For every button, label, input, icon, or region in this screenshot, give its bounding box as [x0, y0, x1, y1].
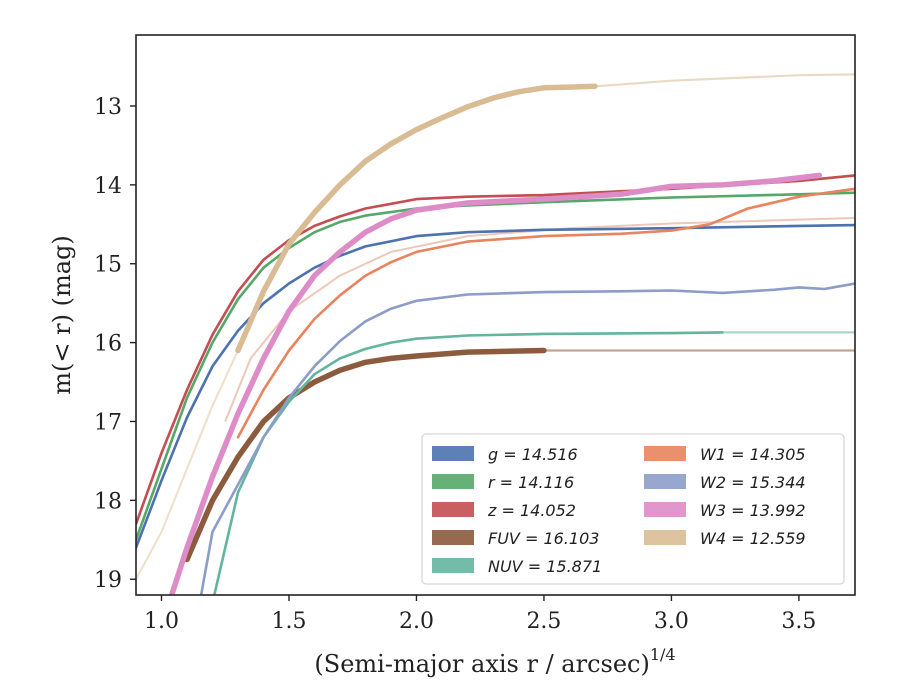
legend-item-g-label: g = 14.516: [488, 445, 578, 464]
series-r: [136, 191, 855, 542]
legend-item-w4-label: W4 = 12.559: [700, 529, 806, 548]
legend-item-w1-label: W1 = 14.305: [700, 445, 806, 464]
plot-frame: [135, 34, 856, 596]
legend-item-w3-swatch: [644, 502, 686, 517]
legend-box: [421, 433, 845, 585]
series-w2: [199, 282, 855, 595]
legend-item-w3: W3 = 13.992: [644, 501, 806, 520]
legend-item-z-swatch: [432, 502, 474, 517]
legend: g = 14.516 r = 14.116 z = 14.052 FUV = 16.1…: [421, 433, 845, 585]
legend-item-w1-swatch: [644, 446, 686, 461]
x-tick-label: 1.5: [271, 609, 306, 634]
series-w1: [236, 187, 855, 439]
extended-curve-1: [136, 350, 239, 580]
x-tick-label: 2.5: [526, 609, 561, 634]
x-axis-label-exponent: 1/4: [650, 645, 676, 664]
legend-item-g-swatch: [432, 446, 474, 461]
legend-item-nuv-label: NUV = 15.871: [488, 557, 602, 576]
x-tick-label: 3.5: [781, 609, 816, 634]
series-w4: [235, 83, 598, 354]
series-w4-model: [236, 73, 855, 351]
y-tick-label: 17: [94, 410, 122, 435]
legend-item-w2-label: W2 = 15.344: [700, 473, 806, 492]
legend-item-w4-swatch: [644, 530, 686, 545]
legend-item-fuv-label: FUV = 16.103: [488, 529, 599, 548]
series-w3: [168, 172, 823, 595]
y-tick-label: 14: [94, 174, 122, 199]
x-axis-label: (Semi-major axis r / arcsec)1/4: [314, 645, 675, 678]
extended-curve-0: [224, 217, 855, 422]
legend-item-r-swatch: [432, 474, 474, 489]
legend-item-r-label: r = 14.116: [488, 473, 574, 492]
legend-item-w1: W1 = 14.305: [644, 445, 806, 464]
legend-item-fuv: FUV = 16.103: [432, 529, 599, 548]
legend-item-w2: W2 = 15.344: [644, 473, 806, 492]
y-tick-label: 13: [94, 95, 122, 120]
x-tick-label: 2.0: [399, 609, 434, 634]
series-fuv: [184, 347, 547, 563]
y-tick-label: 15: [94, 253, 122, 278]
legend-item-w4: W4 = 12.559: [644, 529, 806, 548]
x-axis: 1.0 1.5 2.0 2.5 3.0 3.5: [144, 595, 816, 634]
curves-group: [136, 73, 855, 595]
series-z: [136, 174, 855, 526]
y-tick-label: 16: [94, 332, 122, 357]
x-tick-label: 1.0: [144, 609, 179, 634]
legend-item-nuv-swatch: [432, 558, 474, 573]
x-tick-label: 3.0: [654, 609, 689, 634]
y-axis-label: m(< r) (mag): [48, 235, 76, 394]
legend-item-w3-label: W3 = 13.992: [700, 501, 806, 520]
y-tick-label: 18: [94, 489, 122, 514]
legend-item-z: z = 14.052: [432, 501, 576, 520]
y-axis: 13 14 15 16 17 18 19: [94, 95, 136, 593]
legend-item-nuv: NUV = 15.871: [432, 557, 602, 576]
legend-item-r: r = 14.116: [432, 473, 574, 492]
y-tick-label: 19: [94, 568, 122, 593]
legend-item-z-label: z = 14.052: [487, 501, 576, 520]
legend-item-fuv-swatch: [432, 530, 474, 545]
legend-item-w2-swatch: [644, 474, 686, 489]
legend-item-g: g = 14.516: [432, 445, 578, 464]
